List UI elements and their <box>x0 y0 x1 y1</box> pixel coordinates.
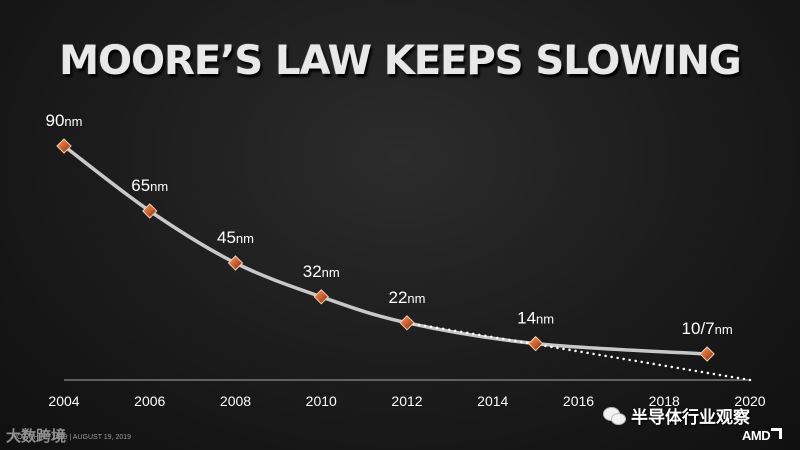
watermark-text: 半导体行业观察 <box>631 408 750 428</box>
data-label: 14nm <box>517 309 554 328</box>
chart-title: MOORE’S LAW KEEPS SLOWING <box>59 38 741 84</box>
data-label: 45nm <box>217 228 254 247</box>
data-label: 90nm <box>46 111 83 130</box>
x-tick-label: 2020 <box>734 393 765 409</box>
data-point-marker <box>142 203 158 219</box>
data-label: 22nm <box>389 288 426 307</box>
footer-left: 大数跨境 HOT CHIPS 2019 | AUGUST 19, 2019 <box>6 425 189 446</box>
data-point-marker <box>699 346 715 362</box>
data-label: 32nm <box>303 262 340 281</box>
x-tick-label: 2016 <box>563 393 594 409</box>
footer-brand: 大数跨境 <box>6 428 67 445</box>
data-label: 10/7nm <box>682 319 733 338</box>
wechat-icon <box>603 406 626 425</box>
watermark: 半导体行业观察 <box>603 403 750 428</box>
amd-logo-text: AMD <box>742 428 771 443</box>
x-tick-label: 2012 <box>391 393 422 409</box>
data-point-marker <box>399 315 415 331</box>
x-tick-label: 2006 <box>134 393 165 409</box>
x-tick-label: 2004 <box>48 393 79 409</box>
node-line <box>62 144 708 356</box>
x-tick-label: 2018 <box>649 393 680 409</box>
data-point-marker <box>227 255 244 271</box>
x-tick-label: 2008 <box>220 393 251 409</box>
data-point-marker <box>313 289 329 305</box>
amd-arrow-icon <box>771 428 783 439</box>
x-tick-label: 2014 <box>477 393 508 409</box>
x-tick-label: 2010 <box>306 393 337 409</box>
data-point-marker <box>56 138 72 154</box>
data-point-marker <box>527 335 544 352</box>
data-label: 65nm <box>131 176 168 195</box>
footer-event-date: HOT CHIPS 2019 | AUGUST 19, 2019 <box>11 434 132 441</box>
amd-logo: AMD <box>742 428 783 443</box>
